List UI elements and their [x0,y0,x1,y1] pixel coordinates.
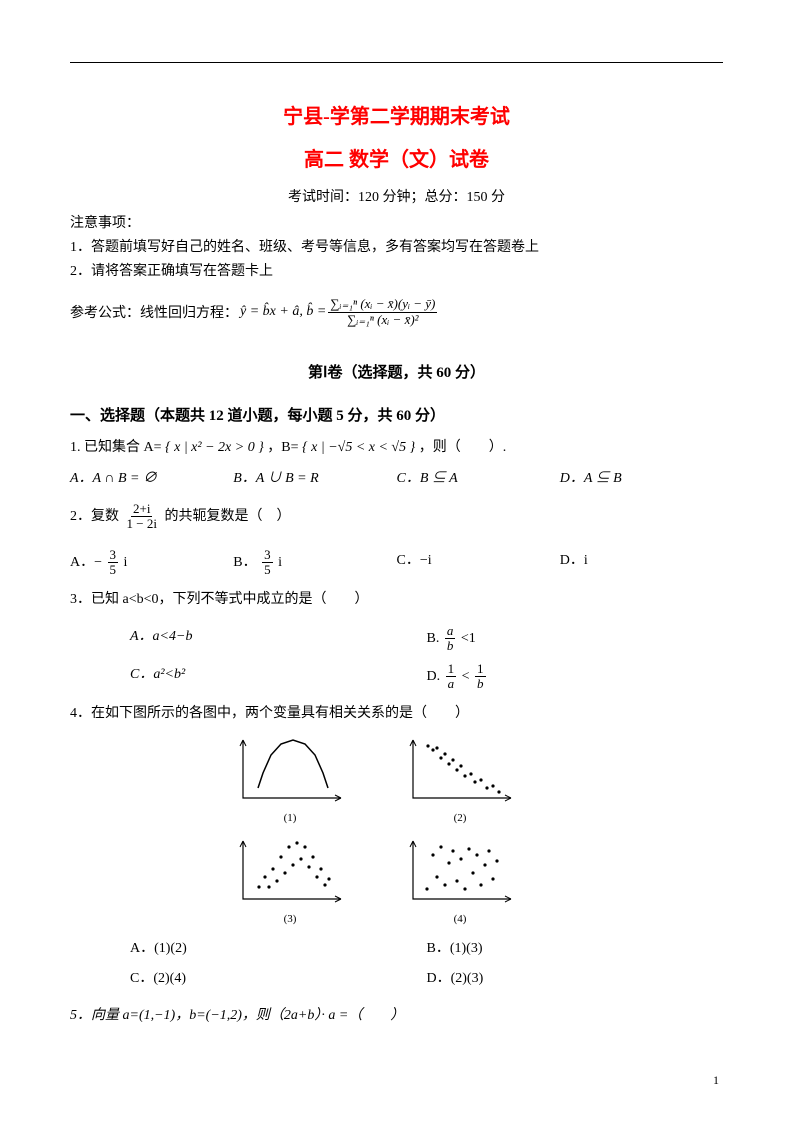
q1-options: A．A ∩ B = ∅ B．A ∪ B = R C．B ⊆ A D．A ⊆ B [70,466,723,493]
q2-b-den: 5 [262,563,273,577]
q4-chart-1: (1) [230,736,350,829]
q3-d-frac1: 1 a [446,662,457,692]
chart-4-svg [405,837,515,907]
chart-1-svg [235,736,345,806]
q2-a-frac: 3 5 [108,548,119,578]
q3-d-frac2: 1 b [475,662,486,692]
top-rule [70,62,723,63]
q3-options-row2: C．a²<b² D. 1 a < 1 b [70,662,723,692]
q1-opt-c: C．B ⊆ A [397,466,560,493]
chart-3-caption: (3) [230,909,350,930]
question-2: 2．复数 2+i 1 − 2i 的共轭复数是（ ） A．− 3 5 i B． 3… [70,502,723,577]
q2-a-den: 5 [108,563,119,577]
q5-stem: 5．向量 a=(1,−1)，b=(−1,2)，则（2a+b）· a =（ ） [70,1008,404,1023]
q2-b-frac: 3 5 [262,548,273,578]
q3-b-suf: <1 [461,631,476,646]
formula-num: ∑ᵢ₌₁ⁿ (xᵢ − x̄)(yᵢ − ȳ) [328,297,437,312]
q1-stem-a: 1. 已知集合 A= [70,440,162,455]
q3-b-den: b [445,639,456,653]
q4-chart-2: (2) [400,736,520,829]
q4-stem: 4．在如下图所示的各图中，两个变量具有相关关系的是（ ） [70,701,723,728]
q2-options: A．− 3 5 i B． 3 5 i C．−i D．i [70,548,723,578]
q2-b-num: 3 [262,548,273,563]
note-2: 2．请将答案正确填写在答题卡上 [70,260,723,284]
question-4: 4．在如下图所示的各图中，两个变量具有相关关系的是（ ） (1) (2) (3)… [70,701,723,993]
formula-lhs: ŷ = b̂x + â, b̂ = [240,304,326,320]
section-head: 第Ⅰ卷（选择题，共 60 分） [70,361,723,382]
q2-den: 1 − 2i [125,517,159,531]
q3-d-pre: D. [427,669,441,684]
q3-opt-c: C．a²<b² [130,662,427,692]
q4-options-row2: C．(2)(4) D．(2)(3) [70,966,723,993]
q4-options-row1: A．(1)(2) B．(1)(3) [70,936,723,963]
q2-a-suf: i [124,555,128,570]
formula-label: 参考公式：线性回归方程： [70,302,238,322]
q1-stem-c: ，则（ ）. [419,440,507,455]
formula-body: ŷ = b̂x + â, b̂ = ∑ᵢ₌₁ⁿ (xᵢ − x̄)(yᵢ − ȳ… [240,297,439,327]
note-1: 1．答题前填写好自己的姓名、班级、考号等信息，多有答案均写在答题卷上 [70,236,723,260]
q2-fraction: 2+i 1 − 2i [125,502,159,532]
q1-setB: { x | −√5 < x < √5 } [302,440,415,455]
q2-b-pre: B． [233,555,256,570]
q3-opt-a: A．a<4−b [130,624,427,654]
q3-d-den1: a [446,677,457,691]
chart-1-caption: (1) [230,808,350,829]
formula-fraction: ∑ᵢ₌₁ⁿ (xᵢ − x̄)(yᵢ − ȳ) ∑ᵢ₌₁ⁿ (xᵢ − x̄)² [328,297,437,327]
page: 宁县-学第二学期期末考试 高二 数学（文）试卷 考试时间：120 分钟；总分：1… [0,0,793,1122]
page-number: 1 [713,1073,719,1088]
q3-d-num2: 1 [475,662,486,677]
doc-title: 宁县-学第二学期期末考试 [70,100,723,129]
q1-opt-b: B．A ∪ B = R [233,466,396,493]
q4-chart-4: (4) [400,837,520,930]
q2-num: 2+i [131,502,152,517]
q4-opt-d: D．(2)(3) [427,966,724,993]
doc-subtitle: 高二 数学（文）试卷 [70,143,723,172]
q1-opt-a: A．A ∩ B = ∅ [70,466,233,493]
q2-a-pre: A．− [70,555,102,570]
formula-den: ∑ᵢ₌₁ⁿ (xᵢ − x̄)² [345,313,420,327]
q4-chart-3: (3) [230,837,350,930]
q1-opt-d: D．A ⊆ B [560,466,723,493]
q3-b-frac: a b [445,624,456,654]
q3-b-pre: B. [427,631,440,646]
q3-opt-d: D. 1 a < 1 b [427,662,724,692]
q3-b-num: a [445,624,456,639]
notes-title: 注意事项： [70,212,723,236]
q2-opt-b: B． 3 5 i [233,548,396,578]
part-head: 一、选择题（本题共 12 道小题，每小题 5 分，共 60 分） [70,404,723,425]
chart-2-caption: (2) [400,808,520,829]
q3-d-num1: 1 [446,662,457,677]
q2-opt-a: A．− 3 5 i [70,548,233,578]
q1-setA: { x | x² − 2x > 0 } [165,440,264,455]
q4-opt-a: A．(1)(2) [130,936,427,963]
q4-opt-c: C．(2)(4) [130,966,427,993]
q2-b-suf: i [278,555,282,570]
chart-3-svg [235,837,345,907]
q2-opt-d: D．i [560,548,723,578]
question-5: 5．向量 a=(1,−1)，b=(−1,2)，则（2a+b）· a =（ ） [70,1003,723,1030]
question-1: 1. 已知集合 A= { x | x² − 2x > 0 } ，B= { x |… [70,435,723,492]
chart-4-caption: (4) [400,909,520,930]
chart-2-svg [405,736,515,806]
q3-options-row1: A．a<4−b B. a b <1 [70,624,723,654]
question-3: 3．已知 a<b<0，下列不等式中成立的是（ ） A．a<4−b B. a b … [70,587,723,691]
q4-opt-b: B．(1)(3) [427,936,724,963]
reference-formula: 参考公式：线性回归方程： ŷ = b̂x + â, b̂ = ∑ᵢ₌₁ⁿ (xᵢ… [70,297,723,327]
q3-d-den2: b [475,677,486,691]
q3-opt-b: B. a b <1 [427,624,724,654]
q2-stem-b: 的共轭复数是（ ） [164,509,290,524]
q4-chart-grid: (1) (2) (3) (4) [230,736,723,930]
q2-opt-c: C．−i [397,548,560,578]
q2-stem-a: 2．复数 [70,509,119,524]
q2-a-num: 3 [108,548,119,563]
exam-info: 考试时间：120 分钟；总分：150 分 [70,186,723,206]
q1-stem-b: ，B= [267,440,298,455]
notes: 注意事项： 1．答题前填写好自己的姓名、班级、考号等信息，多有答案均写在答题卷上… [70,212,723,283]
q3-stem: 3．已知 a<b<0，下列不等式中成立的是（ ） [70,587,723,614]
q3-d-cmp: < [462,669,470,684]
